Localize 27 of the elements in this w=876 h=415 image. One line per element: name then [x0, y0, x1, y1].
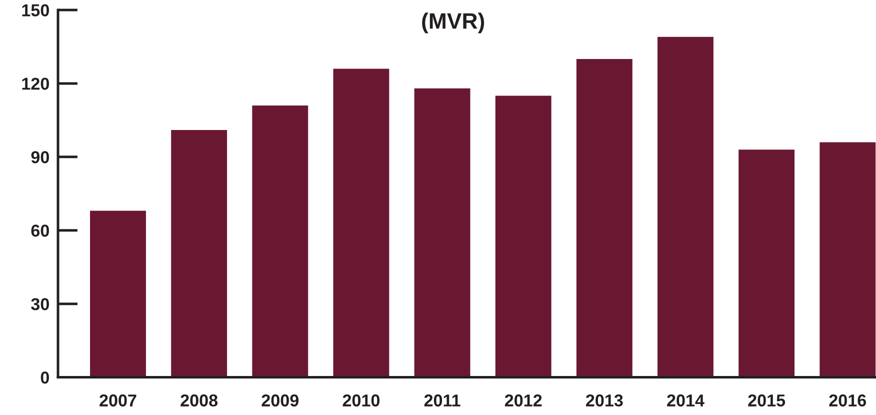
- bar: [820, 142, 876, 378]
- x-tick-label: 2008: [180, 394, 218, 407]
- bar: [576, 58, 632, 378]
- y-tick-label: 150: [22, 4, 49, 16]
- y-tick-label: 120: [22, 78, 49, 90]
- bar: [738, 150, 795, 378]
- x-tick-label: 2011: [424, 394, 460, 407]
- chart-title: (MVR): [422, 12, 484, 34]
- y-tick-label: 60: [31, 224, 49, 237]
- x-tick-label: 2012: [504, 394, 542, 407]
- bar: [252, 106, 308, 378]
- x-tick-label: 2007: [100, 394, 136, 407]
- x-tick-label: 2016: [829, 394, 866, 407]
- bar: [495, 96, 552, 378]
- y-tick-label: 90: [31, 151, 49, 164]
- x-tick-label: 2010: [342, 394, 380, 407]
- bar: [414, 88, 470, 378]
- bar: [90, 210, 146, 378]
- x-tick-label: 2015: [748, 394, 786, 407]
- bar: [171, 130, 228, 378]
- x-tick-label: 2009: [262, 394, 299, 407]
- x-tick-label: 2014: [667, 394, 704, 407]
- x-tick-label: 2013: [586, 394, 623, 407]
- bar: [333, 68, 390, 378]
- y-tick-label: 30: [31, 298, 49, 310]
- y-tick-label: 0: [40, 372, 49, 384]
- bar: [658, 36, 714, 378]
